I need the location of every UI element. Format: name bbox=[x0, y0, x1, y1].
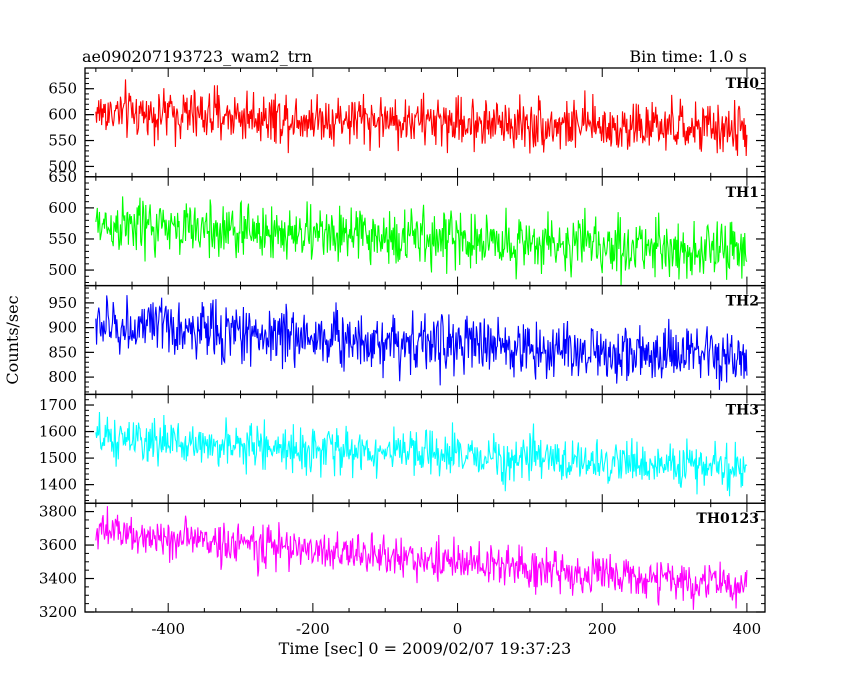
y-tick-label: 800 bbox=[48, 368, 77, 386]
y-tick-label: 650 bbox=[48, 80, 77, 98]
x-tick-label: -200 bbox=[296, 620, 330, 638]
series-line-th2 bbox=[95, 295, 748, 390]
x-tick-label: -400 bbox=[151, 620, 185, 638]
series-line-th0123 bbox=[95, 506, 748, 610]
panel-th1: 500 550 600 650 TH1 bbox=[48, 168, 766, 287]
y-tick-label: 1400 bbox=[39, 476, 77, 494]
x-tick-label: 400 bbox=[733, 620, 762, 638]
panels-group: 500 550 600 650 TH0 500 550 600 650 TH1 800 850 900 9… bbox=[39, 67, 766, 638]
y-tick-label: 3200 bbox=[39, 603, 77, 621]
y-axis-label: Counts/sec bbox=[3, 295, 22, 384]
y-tick-label: 950 bbox=[48, 294, 77, 312]
y-tick-label: 600 bbox=[48, 106, 77, 124]
series-line-th3 bbox=[95, 411, 748, 497]
panel-th3: 1400 1500 1600 1700 TH3 bbox=[39, 393, 766, 504]
bin-time-label: Bin time: 1.0 s bbox=[629, 47, 747, 66]
series-line-th0 bbox=[95, 79, 748, 156]
y-tick-label: 3400 bbox=[39, 570, 77, 588]
y-tick-label: 1700 bbox=[39, 396, 77, 414]
x-tick-label: 200 bbox=[588, 620, 617, 638]
y-tick-label: 850 bbox=[48, 343, 77, 361]
y-tick-label: 3600 bbox=[39, 536, 77, 554]
y-tick-label: 550 bbox=[48, 132, 77, 150]
x-axis-label: Time [sec] 0 = 2009/02/07 19:37:23 bbox=[279, 639, 572, 658]
series-line-th1 bbox=[95, 196, 748, 286]
panel-th0: 500 550 600 650 TH0 bbox=[48, 67, 766, 178]
panel-th0123: 3200 3400 3600 3800 TH0123 bbox=[39, 502, 766, 621]
y-tick-label: 600 bbox=[48, 199, 77, 217]
y-tick-label: 500 bbox=[48, 261, 77, 279]
y-tick-label: 1600 bbox=[39, 423, 77, 441]
panel-label: TH0 bbox=[726, 76, 760, 92]
y-tick-label: 650 bbox=[48, 168, 77, 186]
panel-label: TH2 bbox=[726, 294, 759, 310]
y-tick-label: 900 bbox=[48, 319, 77, 337]
y-tick-label: 500 bbox=[48, 157, 77, 175]
y-tick-label: 3800 bbox=[39, 503, 77, 521]
panel-label: TH3 bbox=[726, 402, 759, 418]
x-tick-label: 0 bbox=[453, 620, 463, 638]
y-tick-label: 1500 bbox=[39, 449, 77, 467]
panel-th2: 800 850 900 950 TH2 bbox=[48, 284, 766, 396]
panel-label: TH0123 bbox=[696, 511, 759, 527]
panel-frame bbox=[84, 502, 766, 613]
y-tick-label: 550 bbox=[48, 230, 77, 248]
panel-label: TH1 bbox=[726, 185, 759, 201]
chart-title: ae090207193723_wam2_trn bbox=[82, 47, 312, 66]
panel-frame bbox=[84, 176, 766, 287]
